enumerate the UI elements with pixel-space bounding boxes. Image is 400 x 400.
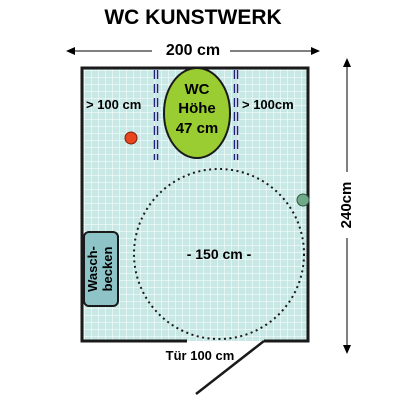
turning-circle (133, 168, 305, 340)
door-label: Tür 100 cm (166, 348, 235, 363)
width-dimension (66, 41, 320, 59)
toilet-label-height: Höhe (178, 100, 216, 117)
green-marker (296, 193, 310, 207)
turning-circle-label: - 150 cm - (187, 246, 252, 262)
toilet (163, 67, 231, 159)
sink-label-line1: Wasch- (85, 246, 100, 292)
height-label: 240cm (338, 182, 355, 229)
title: WC KUNSTWERK (104, 6, 281, 29)
width-label: 200 cm (166, 42, 220, 59)
toilet-label-wc: WC (185, 81, 210, 98)
left-clearance-label: > 100 cm (86, 97, 141, 112)
toilet-label-value: 47 cm (176, 120, 219, 137)
right-clearance-label: > 100cm (242, 97, 294, 112)
sink (83, 231, 119, 307)
sink-label-line2: becken (100, 247, 115, 292)
height-dimension (338, 58, 356, 354)
red-marker (124, 131, 138, 145)
door (195, 340, 265, 395)
